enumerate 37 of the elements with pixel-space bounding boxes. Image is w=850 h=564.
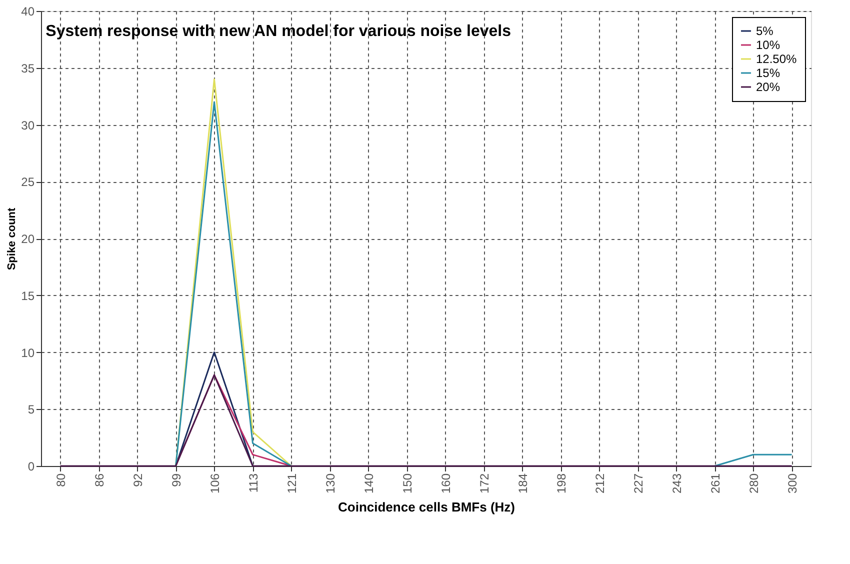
x-axis-title: Coincidence cells BMFs (Hz) (338, 500, 515, 515)
y-tick-label: 40 (21, 4, 35, 18)
x-tick-label: 212 (592, 473, 607, 494)
x-tick-label: 99 (169, 473, 184, 487)
x-tick-label: 243 (670, 473, 684, 494)
text: System response with new AN model for various noise levels (46, 23, 512, 40)
y-axis-title: Spike count (6, 207, 18, 270)
x-tick-label: 121 (284, 473, 299, 494)
x-tick-label: 280 (746, 473, 761, 494)
legend-label: 15% (756, 66, 780, 80)
legend-label: 12.50% (756, 52, 798, 66)
legend-label: 10% (756, 38, 780, 52)
x-tick-label: 130 (323, 473, 338, 494)
x-tick-label: 150 (400, 473, 414, 494)
y-tick-label: 20 (21, 232, 35, 246)
legend-label: 5% (756, 24, 774, 38)
x-tick-label: 92 (130, 473, 145, 487)
x-tick-label: 300 (785, 473, 800, 494)
x-tick-label: 113 (246, 473, 260, 493)
x-tick-label: 86 (92, 473, 106, 487)
legend-label: 20% (756, 80, 780, 94)
y-tick-label: 25 (21, 175, 35, 190)
y-tick-label: 15 (21, 288, 35, 303)
x-tick-label: 106 (208, 473, 222, 494)
x-tick-label: 261 (708, 473, 722, 494)
x-tick-label: 184 (516, 473, 530, 494)
x-tick-label: 80 (54, 473, 68, 487)
x-tick-label: 198 (554, 473, 568, 494)
x-tick-label: 227 (631, 473, 646, 494)
x-tick-label: 172 (477, 473, 492, 494)
y-tick-label: 10 (21, 346, 35, 360)
x-tick-label: 160 (438, 473, 453, 494)
x-tick-label: 140 (362, 473, 376, 494)
y-tick-label: 5 (28, 402, 35, 417)
y-tick-label: 30 (21, 118, 35, 132)
y-tick-label: 35 (21, 61, 35, 76)
y-tick-label: 0 (28, 460, 35, 474)
